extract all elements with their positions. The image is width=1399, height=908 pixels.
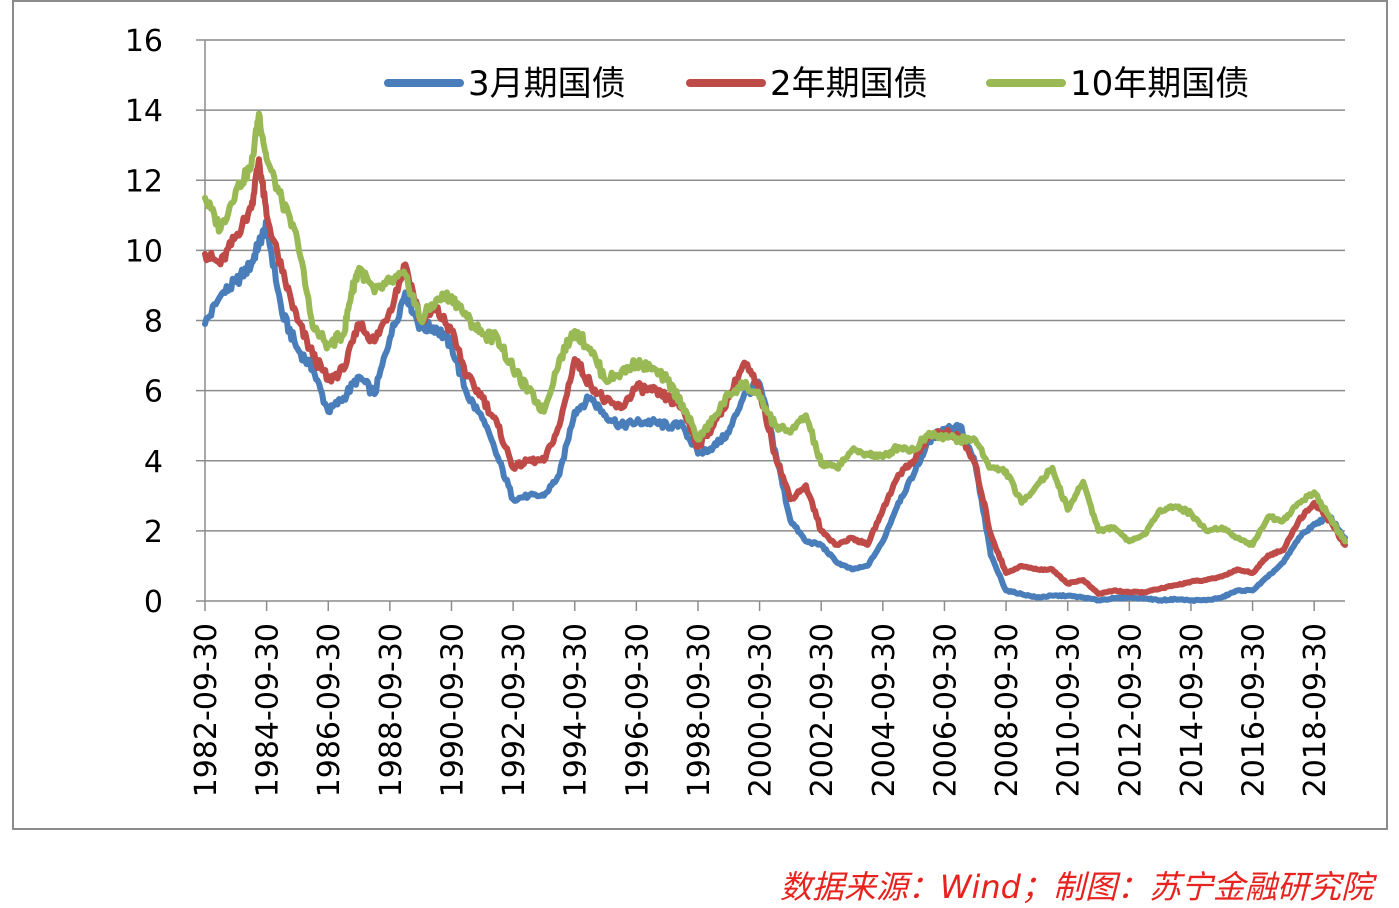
x-tick-label: 2008-09-30 — [990, 623, 1025, 797]
legend: 3月期国债 2年期国债 10年期国债 — [384, 64, 1249, 104]
x-tick-label: 2000-09-30 — [744, 623, 779, 797]
x-tick-label: 1998-09-30 — [682, 623, 717, 797]
x-tick-label: 2014-09-30 — [1175, 623, 1210, 797]
x-tick-label: 2002-09-30 — [805, 623, 840, 797]
y-tick-label: 4 — [144, 445, 163, 480]
source-note: 数据来源：Wind；制图：苏宁金融研究院 — [779, 868, 1373, 906]
x-tick-label: 2010-09-30 — [1052, 623, 1087, 797]
legend-item: 2年期国债 — [686, 64, 928, 104]
legend-label: 10年期国债 — [1070, 64, 1249, 104]
series-line-3 — [202, 110, 1348, 548]
axes: 0 2 4 6 8 10 12 14 16 1982-09-30 1984-09-30 1986-09… — [125, 24, 1345, 797]
y-tick-label: 12 — [125, 164, 163, 199]
y-tick-label: 6 — [144, 375, 163, 410]
legend-item: 3月期国债 — [384, 64, 626, 104]
x-tick-label: 1984-09-30 — [251, 623, 286, 797]
chart-frame — [12, 0, 1388, 830]
series-line-2 — [202, 156, 1348, 597]
x-tick-label: 1990-09-30 — [435, 623, 470, 797]
x-tick-label: 1992-09-30 — [497, 623, 532, 797]
x-tick-label: 2006-09-30 — [928, 623, 963, 797]
y-tick-label: 16 — [125, 24, 163, 59]
y-tick-label: 2 — [144, 515, 163, 550]
x-tick-label: 2018-09-30 — [1298, 623, 1333, 797]
legend-label: 3月期国债 — [468, 64, 626, 104]
y-tick-label: 8 — [144, 305, 163, 340]
legend-item: 10年期国债 — [986, 64, 1249, 104]
x-tick-label: 1994-09-30 — [559, 623, 594, 797]
x-tick-label: 1986-09-30 — [312, 623, 347, 797]
x-tick-label: 2004-09-30 — [867, 623, 902, 797]
gridlines — [205, 39, 1345, 532]
x-tick-label: 1982-09-30 — [189, 623, 224, 797]
y-tick-label: 10 — [125, 234, 163, 269]
y-tick-label: 0 — [144, 585, 163, 620]
x-tick-label: 2016-09-30 — [1237, 623, 1272, 797]
series-line-1 — [202, 218, 1348, 604]
series-lines — [202, 110, 1348, 604]
x-tick-label: 2012-09-30 — [1113, 623, 1148, 797]
x-tick-label: 1996-09-30 — [620, 623, 655, 797]
y-tick-label: 14 — [125, 94, 163, 129]
x-tick-label: 1988-09-30 — [374, 623, 409, 797]
legend-label: 2年期国债 — [770, 64, 928, 104]
